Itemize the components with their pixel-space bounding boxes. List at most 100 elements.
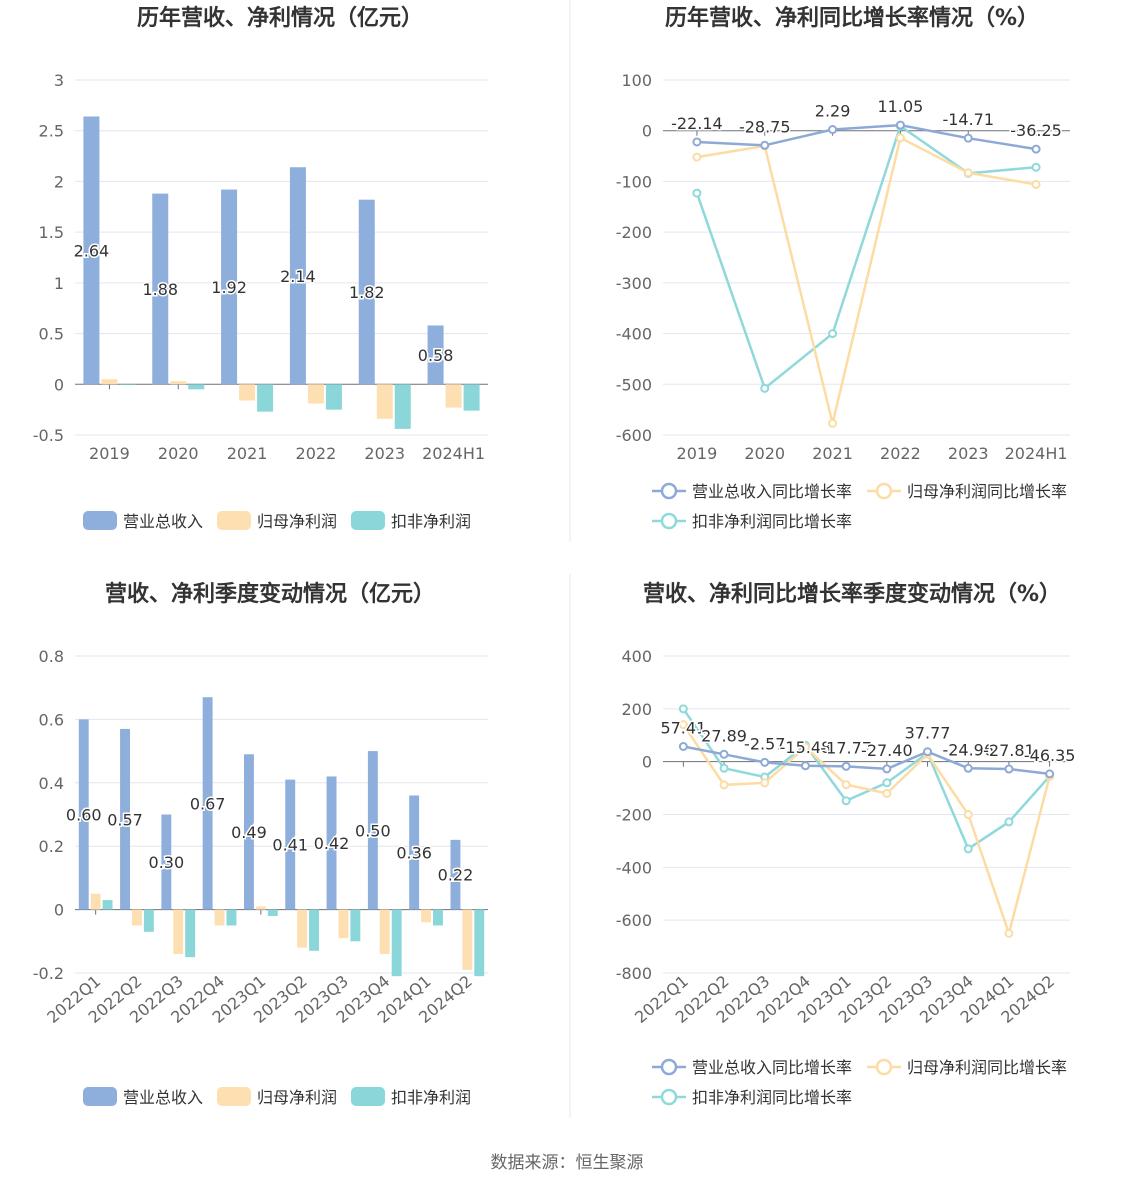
series-point-deducted [841, 796, 851, 806]
bar-netprofit [376, 384, 393, 419]
bar-deducted [188, 384, 205, 390]
line-data-label: -46.35 [1024, 746, 1076, 765]
series-point-netprofit [841, 780, 851, 790]
series-point-netprofit [963, 168, 973, 178]
y-tick-label: -600 [616, 426, 652, 445]
legend-swatch [351, 1087, 385, 1106]
chart-title: 营收、净利季度变动情况（亿元） [105, 581, 435, 607]
bar-netprofit [173, 909, 184, 954]
bar-revenue [326, 776, 337, 910]
bar-deducted [474, 909, 485, 977]
y-tick-label: 0 [54, 901, 64, 920]
y-tick-label: -800 [616, 964, 652, 983]
bar-revenue [358, 199, 375, 385]
bar-data-label: 0.50 [355, 821, 391, 840]
series-point-deducted [1031, 162, 1041, 172]
bar-deducted [463, 384, 480, 411]
bar-data-label: 1.82 [349, 283, 385, 302]
y-tick-label: -0.5 [33, 426, 64, 445]
y-tick-label: 2.5 [39, 122, 64, 141]
bar-netprofit [214, 909, 225, 926]
legend-swatch [351, 511, 385, 530]
bar-netprofit [239, 384, 256, 401]
bar-revenue [152, 193, 169, 385]
y-tick-label: 0.8 [39, 647, 64, 666]
line-data-label: -2.57 [744, 734, 785, 753]
line-data-label: -17.77 [820, 738, 872, 757]
y-tick-label: 100 [621, 71, 652, 90]
legend-swatch [83, 511, 117, 530]
chart-title: 历年营收、净利同比增长率情况（%） [665, 5, 1039, 31]
series-line-deducted [695, 124, 1037, 391]
legend-marker [660, 1058, 678, 1076]
bar-data-label: 0.57 [107, 810, 143, 829]
bar-data-label: 1.92 [211, 278, 247, 297]
line-data-label: 37.77 [905, 724, 951, 743]
bar-data-label: 0.49 [231, 823, 267, 842]
bar-deducted [325, 384, 342, 410]
bar-revenue [450, 839, 461, 910]
x-tick-label: 2019 [89, 444, 130, 463]
bar-netprofit [131, 909, 142, 926]
series-point-revenue [923, 747, 933, 757]
line-data-label: 27.89 [701, 726, 747, 745]
bar-deducted [350, 909, 361, 942]
x-tick-label: 2024H1 [1005, 444, 1068, 463]
series-point-netprofit [895, 133, 905, 143]
bar-deducted [267, 909, 278, 916]
legend-label: 扣非净利润同比增长率 [692, 512, 852, 531]
series-point-revenue [692, 137, 702, 147]
legend-swatch [83, 1087, 117, 1106]
bar-revenue [367, 751, 378, 910]
series-point-deducted [828, 329, 838, 339]
bar-data-label: 0.67 [190, 794, 226, 813]
legend-marker [875, 1058, 893, 1076]
source-note: 数据来源：恒生聚源 [491, 1153, 644, 1173]
bar-netprofit [462, 909, 473, 970]
y-tick-label: -200 [616, 806, 652, 825]
x-tick-label: 2021 [812, 444, 853, 463]
line-data-label: -22.14 [671, 114, 723, 133]
bar-netprofit [445, 384, 462, 408]
bar-revenue [221, 189, 238, 385]
series-point-revenue [895, 120, 905, 130]
bar-data-label: 0.41 [272, 836, 308, 855]
series-point-netprofit [1031, 179, 1041, 189]
bar-deducted [257, 384, 274, 412]
series-point-netprofit [963, 810, 973, 819]
legend-label: 营业总收入同比增长率 [692, 1058, 852, 1077]
legend-label: 归母净利润 [257, 1088, 337, 1107]
bar-data-label: 0.42 [314, 834, 350, 853]
legend-label: 营业总收入同比增长率 [692, 482, 852, 501]
y-tick-label: 200 [621, 700, 652, 719]
series-point-revenue [1045, 769, 1055, 779]
line-data-label: 11.05 [878, 97, 924, 116]
bar-netprofit [255, 906, 266, 910]
bar-revenue [161, 814, 172, 910]
y-tick-label: 0 [54, 375, 64, 394]
bar-deducted [391, 909, 402, 977]
x-tick-label: 2022 [296, 444, 337, 463]
series-line-deducted [682, 708, 1051, 851]
series-point-deducted [963, 844, 973, 854]
series-point-deducted [678, 704, 688, 714]
series-point-revenue [760, 140, 770, 150]
bar-revenue [78, 719, 89, 910]
series-line-netprofit [682, 723, 1051, 938]
bar-netprofit [90, 893, 101, 910]
bar-netprofit [101, 379, 118, 385]
bar-data-label: 1.88 [142, 280, 178, 299]
y-tick-label: 1 [54, 274, 64, 293]
bar-netprofit [307, 384, 324, 404]
series-point-deducted [719, 763, 729, 773]
y-tick-label: -300 [616, 274, 652, 293]
bar-revenue [202, 697, 213, 910]
bar-deducted [102, 900, 113, 910]
x-tick-label: 2023 [948, 444, 989, 463]
y-tick-label: 0.4 [39, 774, 64, 793]
legend-label: 营业总收入 [123, 1088, 203, 1107]
y-tick-label: 1.5 [39, 223, 64, 242]
bar-revenue [289, 167, 306, 385]
legend-marker [660, 1088, 678, 1106]
series-point-revenue [760, 757, 770, 767]
